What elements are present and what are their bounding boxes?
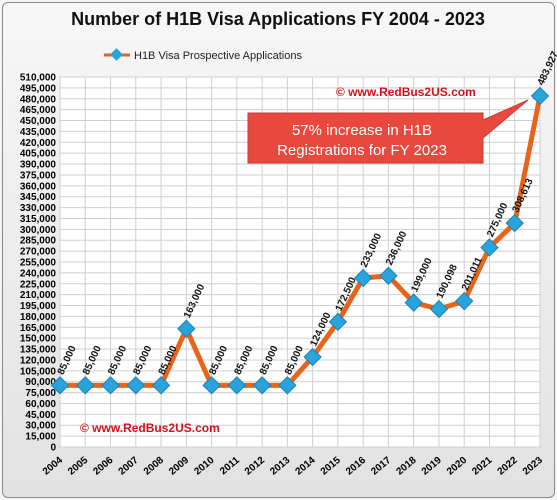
x-axis: 2004 2005 2006 2007 2008 2009 2010 2011 2012 2013…	[41, 455, 545, 478]
y-tick-label: 105,000	[20, 366, 57, 377]
x-tick-label: 2007	[117, 455, 141, 478]
callout: 57% increase in H1B Registrations for FY…	[247, 99, 529, 164]
series-layer	[50, 86, 550, 395]
y-tick-label: 465,000	[20, 105, 57, 116]
y-tick-label: 60,000	[25, 399, 56, 410]
callout-line-1: 57% increase in H1B	[292, 122, 432, 139]
y-tick-label: 30,000	[25, 421, 56, 432]
data-point	[379, 266, 398, 285]
x-tick-label: 2018	[394, 455, 418, 478]
data-point	[202, 376, 221, 395]
data-point	[278, 376, 297, 395]
y-tick-label: 495,000	[20, 83, 57, 94]
y-tick-label: 285,000	[20, 236, 57, 247]
data-point	[227, 376, 247, 395]
data-point	[480, 238, 499, 257]
data-point	[151, 376, 171, 395]
y-tick-label: 90,000	[25, 377, 56, 388]
y-tick-label: 210,000	[20, 290, 57, 301]
y-tick-label: 240,000	[20, 268, 57, 279]
y-tick-label: 195,000	[20, 301, 57, 312]
y-tick-label: 225,000	[20, 279, 57, 290]
data-point	[328, 312, 348, 332]
x-tick-label: 2004	[41, 455, 65, 478]
data-point	[126, 376, 145, 395]
data-point	[177, 319, 196, 338]
data-point	[429, 299, 449, 319]
y-tick-label: 360,000	[20, 181, 57, 192]
x-tick-label: 2014	[293, 455, 317, 478]
x-tick-label: 2006	[91, 455, 115, 478]
chart-title: Number of H1B Visa Applications FY 2004 …	[71, 9, 485, 29]
data-point	[505, 213, 524, 233]
y-tick-label: 420,000	[20, 138, 57, 149]
y-tick-label: 255,000	[20, 258, 57, 269]
x-tick-label: 2011	[218, 455, 242, 478]
y-tick-label: 300,000	[20, 225, 57, 236]
gridlines	[59, 76, 541, 448]
y-tick-label: 165,000	[20, 323, 57, 334]
y-tick-label: 435,000	[20, 127, 57, 138]
y-tick-label: 345,000	[20, 192, 57, 203]
data-point	[252, 376, 272, 395]
y-tick-label: 120,000	[20, 355, 57, 366]
y-axis: 015,00030,00045,00060,00075,00090,000105…	[20, 73, 57, 454]
y-tick-label: 480,000	[20, 94, 57, 105]
watermark-bottom: © www.RedBus2US.com	[80, 421, 220, 435]
x-tick-label: 2021	[470, 455, 494, 478]
x-tick-label: 2022	[496, 455, 520, 478]
x-tick-label: 2005	[66, 455, 90, 478]
x-tick-label: 2016	[344, 455, 368, 478]
x-tick-label: 2009	[167, 455, 191, 478]
y-tick-label: 390,000	[20, 160, 57, 171]
y-tick-label: 45,000	[25, 410, 56, 421]
data-point	[101, 376, 120, 395]
y-tick-label: 150,000	[20, 334, 57, 345]
y-tick-label: 375,000	[20, 170, 57, 181]
y-tick-label: 510,000	[20, 73, 57, 84]
legend-marker-swatch	[110, 48, 123, 61]
callout-box	[247, 99, 529, 164]
y-tick-label: 315,000	[20, 214, 57, 225]
y-tick-label: 180,000	[20, 312, 57, 323]
x-tick-label: 2019	[420, 455, 444, 478]
x-tick-label: 2008	[142, 455, 166, 478]
data-point	[530, 86, 550, 106]
y-tick-label: 330,000	[20, 203, 57, 214]
y-tick-label: 135,000	[20, 345, 57, 356]
data-point	[76, 376, 95, 395]
y-tick-label: 270,000	[20, 247, 57, 258]
y-tick-label: 405,000	[20, 149, 57, 160]
x-tick-label: 2015	[319, 455, 343, 478]
y-tick-label: 0	[50, 443, 56, 454]
x-tick-label: 2017	[369, 455, 393, 478]
data-point	[353, 268, 373, 288]
x-tick-label: 2023	[521, 455, 545, 478]
y-tick-label: 450,000	[20, 116, 57, 127]
x-tick-label: 2012	[243, 455, 267, 478]
data-point	[303, 347, 322, 367]
data-label: 483,927	[536, 49, 557, 87]
y-tick-label: 75,000	[25, 388, 56, 399]
x-tick-label: 2013	[268, 455, 292, 478]
x-tick-label: 2010	[192, 455, 216, 478]
legend: H1B Visa Prospective Applications	[104, 48, 302, 62]
watermark-top: © www.RedBus2US.com	[336, 85, 476, 99]
data-point	[50, 376, 70, 395]
callout-line-2: Registrations for FY 2023	[277, 142, 447, 159]
x-tick-label: 2020	[445, 455, 469, 478]
data-point	[455, 291, 474, 311]
data-point	[404, 293, 423, 312]
legend-label: H1B Visa Prospective Applications	[134, 50, 302, 62]
y-tick-label: 15,000	[25, 432, 56, 443]
